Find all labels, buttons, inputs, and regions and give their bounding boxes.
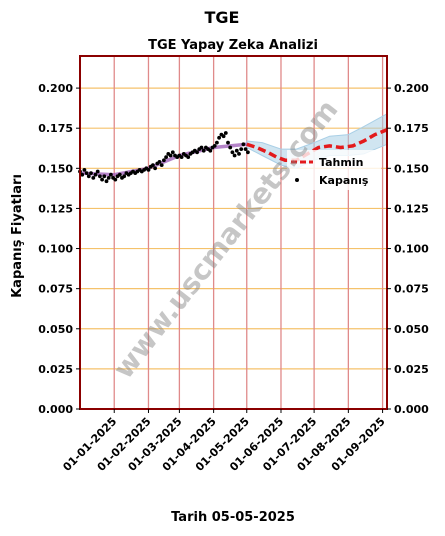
observed-point xyxy=(146,168,151,172)
observed-point xyxy=(199,145,204,150)
y-tick-label-left: 0.050 xyxy=(38,323,73,336)
chart-title: TGE Yapay Zeka Analizi xyxy=(148,38,318,53)
observed-point xyxy=(234,148,239,153)
observed-point xyxy=(170,150,175,155)
page-title: TGE xyxy=(205,8,240,27)
y-tick-label-left: 0.075 xyxy=(38,283,73,296)
x-axis-label: Tarih 05-05-2025 xyxy=(171,510,295,525)
observed-point xyxy=(106,176,111,180)
observed-point xyxy=(212,144,217,148)
observed-point xyxy=(168,153,173,158)
observed-point xyxy=(215,140,219,145)
y-tick-label-right: 0.150 xyxy=(394,162,429,175)
observed-points xyxy=(78,131,250,184)
y-axis-label: Kapanış Fiyatları xyxy=(10,174,25,298)
y-tick-label-left: 0.125 xyxy=(38,202,73,215)
observed-point xyxy=(208,148,213,153)
y-tick-label-right: 0.025 xyxy=(394,363,429,376)
observed-point xyxy=(243,147,248,152)
y-tick-label-left: 0.025 xyxy=(38,363,73,376)
y-tick-label-right: 0.100 xyxy=(394,243,429,256)
observed-point xyxy=(246,150,250,155)
legend-observed-swatch xyxy=(295,178,299,182)
observed-point xyxy=(89,171,93,176)
observed-point xyxy=(239,147,244,152)
observed-point xyxy=(186,155,191,160)
observed-point xyxy=(217,135,222,140)
y-tick-label-left: 0.200 xyxy=(38,82,73,95)
observed-point xyxy=(195,150,200,155)
observed-point xyxy=(98,174,102,179)
observed-point xyxy=(151,163,155,168)
observed-point xyxy=(179,155,184,160)
observed-point xyxy=(113,177,118,182)
observed-point xyxy=(164,155,169,160)
y-ticks-right: 0.000 0.025 0.050 0.075 0.100 0.125 0.150 0.175… xyxy=(387,82,429,416)
observed-point xyxy=(201,148,206,153)
y-tick-label-right: 0.050 xyxy=(394,323,429,336)
observed-point xyxy=(82,168,87,172)
observed-point xyxy=(241,142,246,147)
y-tick-label-right: 0.200 xyxy=(394,82,429,95)
y-tick-label-left: 0.100 xyxy=(38,243,73,256)
observed-point xyxy=(93,172,98,177)
vertical-gridlines xyxy=(113,56,384,409)
observed-point xyxy=(157,160,162,164)
observed-point xyxy=(159,163,164,168)
observed-point xyxy=(223,131,228,135)
watermark: www.uscmarkets.com xyxy=(107,93,345,384)
horizontal-gridlines xyxy=(80,87,387,410)
plot-frame xyxy=(79,55,388,410)
observed-point xyxy=(86,174,91,179)
y-tick-label-left: 0.000 xyxy=(38,403,73,416)
legend-box xyxy=(287,150,381,190)
legend-forecast-label: Tahmin xyxy=(319,156,363,169)
y-tick-label-right: 0.175 xyxy=(394,122,429,135)
observed-point xyxy=(100,177,104,182)
observed-point xyxy=(104,179,109,184)
observed-point xyxy=(109,172,113,177)
observed-point xyxy=(228,145,233,150)
y-tick-label-left: 0.150 xyxy=(38,162,73,175)
y-tick-label-right: 0.125 xyxy=(394,202,429,215)
x-ticks: 01-01-202501-02-202501-03-202501-04-2025… xyxy=(60,409,388,474)
observed-point xyxy=(226,140,230,145)
observed-point xyxy=(230,150,235,155)
observed-point xyxy=(80,172,85,177)
y-tick-label-right: 0.000 xyxy=(394,403,429,416)
y-tick-label-left: 0.175 xyxy=(38,122,73,135)
observed-point xyxy=(91,176,96,180)
observed-point xyxy=(221,134,226,139)
observed-point xyxy=(153,166,158,171)
y-tick-label-right: 0.075 xyxy=(394,283,429,296)
observed-point xyxy=(102,174,107,179)
observed-point xyxy=(232,153,237,158)
observed-point xyxy=(237,152,241,156)
observed-point xyxy=(162,158,166,163)
observed-point xyxy=(95,169,100,174)
observed-point xyxy=(122,174,127,179)
observed-point xyxy=(84,171,89,176)
y-ticks-left: 0.000 0.025 0.050 0.075 0.100 0.125 0.150 0.175… xyxy=(38,82,80,416)
legend-observed-label: Kapanış xyxy=(319,174,369,187)
observed-point xyxy=(117,172,122,177)
legend: Tahmin Kapanış xyxy=(287,150,381,190)
